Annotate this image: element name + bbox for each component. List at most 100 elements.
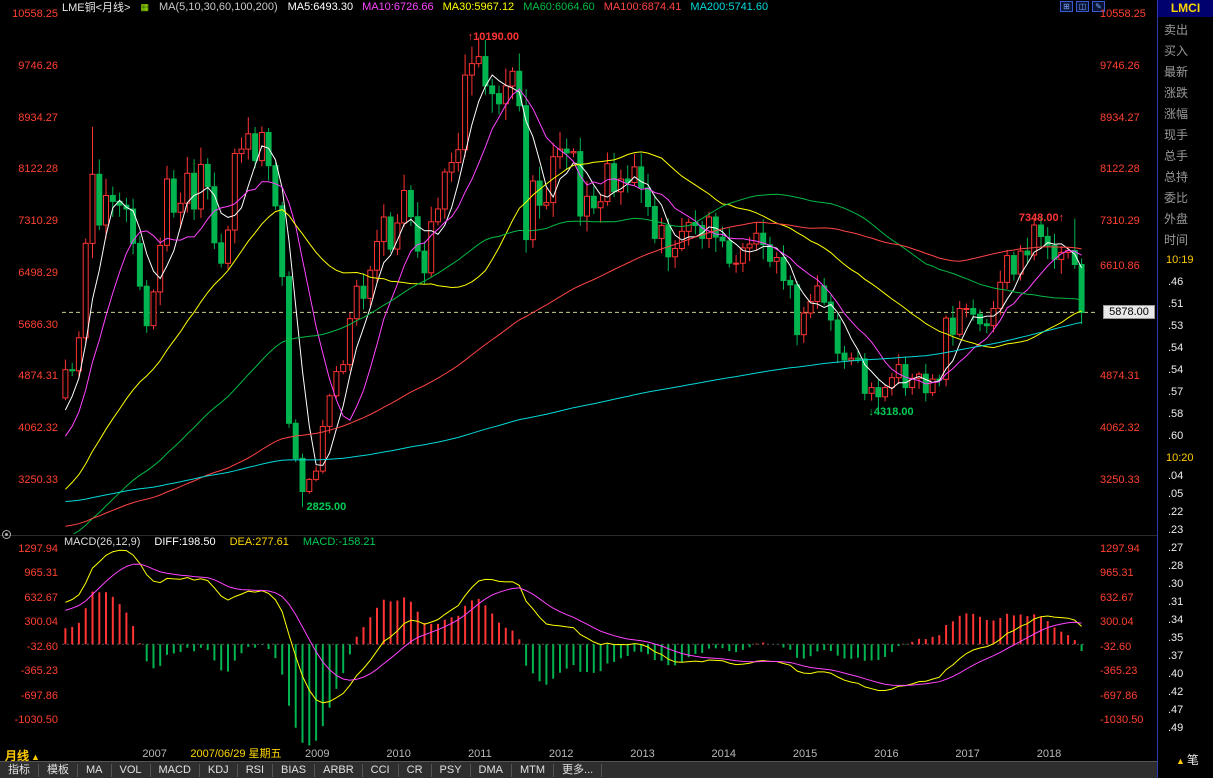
macd-axis-tick-right: 632.67 (1100, 591, 1134, 604)
tick-value: .31 (1168, 596, 1184, 608)
ma-value-100: MA100:6874.41 (603, 1, 682, 13)
tick-value: .54 (1168, 342, 1184, 354)
quote-field-4: 涨幅 (1164, 107, 1189, 121)
macd-axis-tick-left: 1297.94 (18, 543, 58, 555)
period-label-text: 月线 (5, 749, 30, 763)
tick-value: .37 (1168, 650, 1184, 662)
draw-tool-icon[interactable]: ✎ (1092, 1, 1105, 12)
quote-sidebar: LMCI 卖出 买入 最新 涨跌 涨幅 现手 总手 总持 委比 外盘 时间 10:19 .46 .51 .5… (1157, 0, 1213, 778)
tick-value: .04 (1168, 470, 1184, 482)
quote-field-2: 最新 (1164, 65, 1189, 79)
pen-arrow-icon: ▲ (1176, 756, 1185, 766)
ma-value-5: MA5:6493.30 (287, 1, 354, 13)
tick-value: .35 (1168, 632, 1184, 644)
toolbar-tab-8[interactable]: ARBR (315, 763, 363, 777)
indicator-icon: ▦ (140, 1, 149, 12)
quote-field-5: 现手 (1164, 128, 1189, 142)
toolbar-tab-3[interactable]: VOL (112, 763, 151, 777)
year-label: 2007 (142, 748, 167, 760)
chart-title: LME铜<月线> (62, 2, 131, 14)
macd-axis-tick-right: -1030.50 (1100, 714, 1144, 726)
tick-value: .51 (1168, 298, 1184, 310)
main-axis-tick-right: 8934.27 (1100, 111, 1140, 124)
chart-tool-icons: ⊞ ◫ ✎ (1060, 1, 1105, 12)
toolbar-tab-14[interactable]: 更多... (554, 763, 603, 777)
year-label: 2009 (305, 748, 330, 760)
chart-header: LME铜<月线> ▦ MA(5,10,30,60,100,200) MA5:64… (62, 1, 777, 14)
chart-split-icon[interactable]: ◫ (1076, 1, 1089, 12)
tick-value: .27 (1168, 542, 1184, 554)
toolbar-tab-13[interactable]: MTM (512, 763, 555, 777)
year-label: 2013 (630, 748, 655, 760)
toolbar-tab-1[interactable]: 模板 (39, 763, 78, 777)
tick-value: .22 (1168, 506, 1184, 518)
ma-value-10: MA10:6726.66 (362, 1, 434, 13)
quote-field-8: 委比 (1164, 191, 1189, 205)
ma-settings-label[interactable]: MA(5,10,30,60,100,200) (158, 1, 278, 13)
grid-layout-icon[interactable]: ⊞ (1060, 1, 1073, 12)
macd-axis-tick-left: 965.31 (24, 567, 58, 580)
toolbar-tab-9[interactable]: CCI (363, 763, 399, 777)
tick-value: .28 (1168, 560, 1184, 572)
macd-header-item-2: DEA:277.61 (229, 536, 289, 548)
main-axis-tick-right: 4062.32 (1100, 422, 1140, 435)
prev-close-marker: 6610.86 (1100, 259, 1140, 272)
toolbar-tab-7[interactable]: BIAS (273, 763, 316, 777)
main-axis-tick-left: 9746.26 (18, 59, 58, 72)
tick-value: .47 (1168, 704, 1184, 716)
year-label: 2015 (792, 748, 818, 760)
year-label: 2014 (711, 748, 737, 760)
market-code-label: LMCI (1158, 0, 1213, 17)
main-axis-tick-left: 4062.32 (18, 422, 58, 435)
toolbar-tab-5[interactable]: KDJ (200, 763, 238, 777)
toolbar-tab-2[interactable]: MA (78, 763, 112, 777)
year-label: 2010 (386, 748, 411, 760)
quote-field-3: 涨跌 (1164, 86, 1189, 100)
macd-axis-tick-right: 1297.94 (1100, 543, 1140, 555)
macd-header-item-1: DIFF:198.50 (154, 536, 216, 548)
toolbar-tab-6[interactable]: RSI (238, 763, 274, 777)
toolbar-tab-0[interactable]: 指标 (0, 763, 39, 777)
price-annotation: ↑10190.00 (467, 31, 520, 44)
macd-axis-tick-right: -697.86 (1100, 689, 1138, 702)
panel-marker-icon[interactable] (2, 530, 11, 539)
macd-header: MACD(26,12,9) DIFF:198.50 DEA:277.61 MACD:-… (64, 536, 376, 548)
macd-axis-tick-left: -1030.50 (14, 714, 58, 726)
quote-field-6: 总手 (1164, 149, 1189, 163)
quote-field-10: 时间 (1164, 233, 1189, 247)
tick-value: .60 (1168, 430, 1184, 442)
current-price-box: 5878.00 (1103, 305, 1155, 320)
pen-tool-label: 笔 (1186, 753, 1199, 767)
tick-value: .30 (1168, 578, 1184, 590)
cursor-date-label: 2007/06/29 星期五 (190, 748, 282, 760)
toolbar-tab-10[interactable]: CR (399, 763, 432, 777)
main-axis-tick-left: 3250.33 (18, 474, 58, 486)
panel-divider (0, 535, 1157, 536)
toolbar-tab-12[interactable]: DMA (471, 763, 512, 777)
period-selector[interactable]: 月线 ▲ (5, 747, 40, 764)
macd-axis-tick-left: -697.86 (20, 689, 58, 702)
macd-axis-tick-left: -32.60 (26, 640, 58, 653)
main-axis-tick-left: 6498.29 (18, 266, 58, 279)
main-axis-tick-right: 7310.29 (1100, 215, 1140, 228)
main-axis-tick-left: 8122.28 (18, 163, 58, 176)
tick-time: 10:20 (1166, 452, 1194, 464)
toolbar-tab-11[interactable]: PSY (432, 763, 471, 777)
ma-values: MA5:6493.30 MA10:6726.66 MA30:5967.12 MA60:… (288, 1, 777, 13)
pen-tool-button[interactable]: ▲ 笔 (1176, 751, 1199, 768)
quote-field-9: 外盘 (1164, 212, 1189, 226)
tick-value: .46 (1168, 276, 1184, 288)
toolbar-tab-4[interactable]: MACD (151, 763, 200, 777)
macd-axis-tick-left: -365.23 (20, 665, 58, 678)
main-axis-tick-right: 10558.25 (1100, 8, 1146, 20)
year-label: 2018 (1036, 748, 1062, 760)
period-arrow-icon: ▲ (31, 752, 40, 762)
macd-axis-tick-left: 632.67 (24, 591, 58, 604)
main-axis-tick-left: 7310.29 (18, 215, 58, 228)
quote-field-7: 总持 (1164, 170, 1189, 184)
year-label: 2016 (874, 748, 899, 760)
tick-value: .57 (1168, 386, 1184, 398)
tick-value: .23 (1168, 524, 1184, 536)
tick-value: .49 (1168, 722, 1184, 734)
